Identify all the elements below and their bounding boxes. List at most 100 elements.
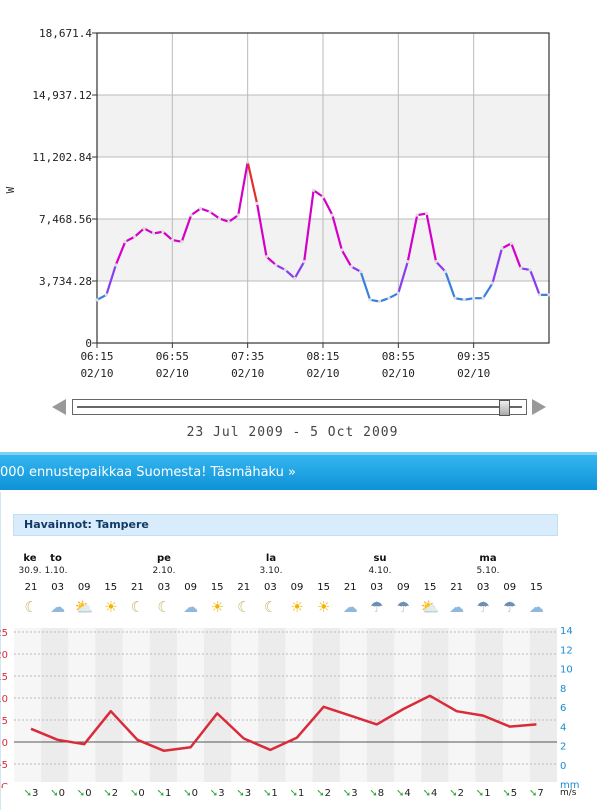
slider-handle[interactable] <box>499 400 510 416</box>
rain-cloud-icon: ☂ <box>476 598 490 616</box>
hour-label: 03 <box>264 582 277 593</box>
promo-bar[interactable]: 000 ennustepaikkaa Suomesta! Täsmähaku » <box>0 452 597 490</box>
wind-speed: ➘4 <box>418 788 442 799</box>
temperature-series <box>30 694 537 753</box>
data-point <box>311 188 316 192</box>
data-point <box>255 201 259 206</box>
rain-cloud-icon: ☂ <box>396 598 411 616</box>
wind-value: 2 <box>324 788 331 799</box>
slider-left-arrow-icon[interactable] <box>52 399 66 415</box>
precip-tick-label: mm <box>560 780 579 788</box>
promo-link[interactable]: 000 ennustepaikkaa Suomesta! Täsmähaku » <box>0 465 296 480</box>
data-point <box>481 296 485 300</box>
data-point <box>443 270 448 274</box>
temp-tick-label: 5 <box>2 716 8 727</box>
line-segment <box>397 260 409 295</box>
wind-value: 0 <box>85 788 92 799</box>
line-segment <box>331 214 343 252</box>
wind-speed: ➘8 <box>365 788 389 799</box>
line-segment <box>124 235 136 243</box>
temp-tick-label: 10 <box>0 694 8 705</box>
data-point <box>340 248 344 252</box>
data-point <box>227 220 231 224</box>
x-tick-date: 02/10 <box>306 367 339 380</box>
hour-label: 09 <box>503 582 517 593</box>
column-band <box>204 628 232 782</box>
x-tick-date: 02/10 <box>457 367 490 380</box>
data-point <box>283 268 287 272</box>
power-series-line <box>95 160 551 304</box>
wind-value: 3 <box>218 788 225 799</box>
line-segment <box>529 268 541 296</box>
line-segment <box>142 227 155 235</box>
hour-label: 21 <box>237 582 251 593</box>
line-segment <box>378 297 391 303</box>
hour-label: 03 <box>51 582 64 593</box>
precip-tick-label: 10 <box>560 665 573 676</box>
x-tick-date: 02/10 <box>156 367 189 380</box>
cloud-icon: ☁ <box>183 598 199 616</box>
data-point <box>104 293 109 297</box>
data-point <box>123 240 127 244</box>
wind-speed: ➘0 <box>72 788 96 799</box>
wind-value: 1 <box>484 788 491 799</box>
column-band <box>95 628 123 782</box>
hour-label: 09 <box>184 582 197 593</box>
y-axis-ticks: 0 3,734.28 7,468.56 11,202.84 14,937.12 18,67… <box>32 27 97 350</box>
wind-speed: ➘2 <box>312 788 336 799</box>
y-tick-label: 3,734.28 <box>39 275 92 288</box>
hour-label: 15 <box>530 582 543 593</box>
wind-value: 2 <box>457 788 464 799</box>
x-tick-time: 06:15 <box>80 350 113 363</box>
data-point <box>415 213 419 217</box>
line-segment <box>227 214 240 223</box>
wind-value: 7 <box>537 788 544 799</box>
line-segment <box>274 263 287 272</box>
hour-label: 21 <box>131 582 144 593</box>
data-point <box>462 298 466 302</box>
wind-speed: ➘2 <box>445 788 469 799</box>
x-tick-time: 09:35 <box>457 350 490 363</box>
wind-arrow-icon: ➘ <box>263 788 272 799</box>
wind-arrow-icon: ➘ <box>236 788 245 799</box>
slider-track[interactable] <box>72 399 527 416</box>
day-name: pe <box>157 553 171 564</box>
wind-arrow-icon: ➘ <box>156 788 165 799</box>
temp-tick-label: 25 <box>0 628 8 639</box>
date-range-slider[interactable] <box>52 396 552 422</box>
wind-speed: ➘4 <box>391 788 415 799</box>
day-date: 4.10. <box>368 566 392 576</box>
line-segment <box>312 189 325 198</box>
precip-tick-label: 8 <box>560 684 566 695</box>
data-point <box>424 211 429 216</box>
data-point <box>490 281 495 285</box>
day-name: to <box>50 553 62 564</box>
wind-value: 5 <box>510 788 518 799</box>
slider-right-arrow-icon[interactable] <box>532 399 546 415</box>
data-point <box>349 265 353 269</box>
x-tick-date: 02/10 <box>231 367 264 380</box>
line-segment <box>255 202 268 258</box>
column-band <box>312 628 340 782</box>
wind-speed: ➘2 <box>99 788 123 799</box>
line-segment <box>190 207 202 217</box>
line-segment <box>180 214 193 243</box>
data-point <box>330 213 335 217</box>
cloud-icon: ☁ <box>342 598 358 616</box>
temp-tick-label: 15 <box>0 672 8 683</box>
slider-line <box>77 406 522 408</box>
sun-icon: ☀ <box>210 598 224 616</box>
sun-icon: ☀ <box>316 598 331 616</box>
precip-tick-label: 6 <box>560 703 566 714</box>
data-point <box>537 293 542 297</box>
wind-arrow-icon: ➘ <box>316 788 325 799</box>
wind-value: 3 <box>32 788 39 799</box>
data-point <box>142 226 146 231</box>
rain-cloud-icon: ☂ <box>370 598 384 616</box>
y-tick-label: 7,468.56 <box>39 213 92 226</box>
x-tick-date: 02/10 <box>382 367 415 380</box>
x-tick-date: 02/10 <box>80 367 113 380</box>
column-band <box>41 628 69 782</box>
hour-label: 09 <box>77 582 91 593</box>
data-point <box>189 213 193 217</box>
